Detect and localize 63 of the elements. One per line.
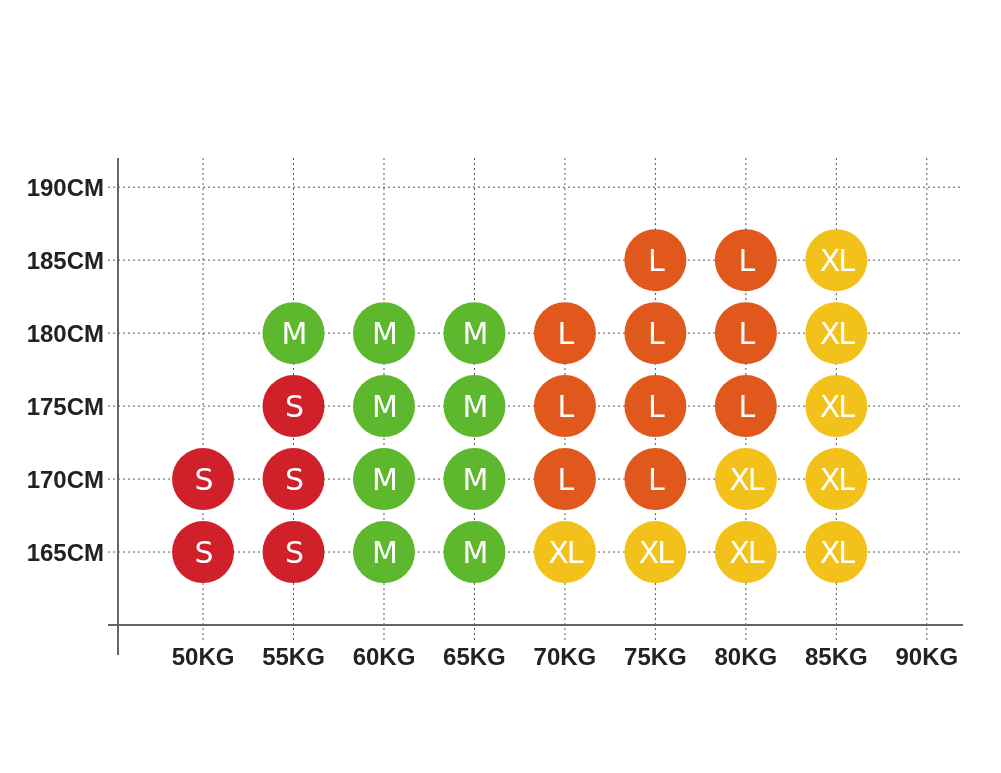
text: M [372,388,396,424]
text: M [372,461,396,497]
x-tick-label: 65KG [443,643,506,670]
text: L [557,315,573,351]
point [624,302,687,365]
text: S [284,461,303,497]
series-label: XL [819,242,856,278]
point [262,448,325,511]
text: XL [819,461,853,497]
y-tick-label: 190CM [26,173,104,201]
text: L [738,242,754,278]
text: XL [638,534,673,570]
y-tick-label: 185CM [26,246,104,274]
text: M [372,315,396,351]
x-tick-label: 75KG [624,643,687,670]
y-tick-label: 175CM [26,392,104,420]
text: S [194,534,212,570]
text: L [557,388,573,424]
x-tick-label: 50KG [171,643,235,670]
x-tick-label: 80KG [714,643,778,670]
point [533,302,596,365]
text: M [462,461,487,497]
text: M [462,534,487,570]
point [714,229,777,292]
text: M [462,315,487,351]
point [533,375,596,438]
point [172,448,235,511]
text: S [194,461,212,497]
point [262,375,325,438]
text: XL [819,315,853,351]
text: XL [548,534,582,570]
point [714,302,777,365]
text: XL [819,534,853,570]
x-tick-label: 85KG [804,643,868,670]
text: L [648,315,663,351]
text: M [281,315,306,351]
point [262,521,325,584]
point [624,375,687,438]
point [533,448,596,511]
series-label: M [372,534,396,570]
text: M [462,388,487,424]
point [624,229,687,292]
y-tick-label: 180CM [26,319,104,347]
text: XL [819,388,853,424]
x-tick-label: 60KG [352,643,416,670]
x-tick-label: 70KG [533,643,597,670]
series-label: L [648,242,666,278]
text: L [557,461,573,497]
point [172,521,235,584]
text: XL [729,461,763,497]
x-tick-label: 90KG [895,643,959,670]
y-tick-label: 165CM [26,538,104,566]
point [624,448,687,511]
text: S [284,388,303,424]
series-label: S [284,534,303,570]
text: XL [729,534,763,570]
point [714,375,777,438]
text: L [648,388,663,424]
x-tick-label: 55KG [262,643,325,670]
text: L [648,461,663,497]
text: L [738,388,754,424]
y-tick-label: 170CM [26,465,104,493]
text: L [738,315,754,351]
